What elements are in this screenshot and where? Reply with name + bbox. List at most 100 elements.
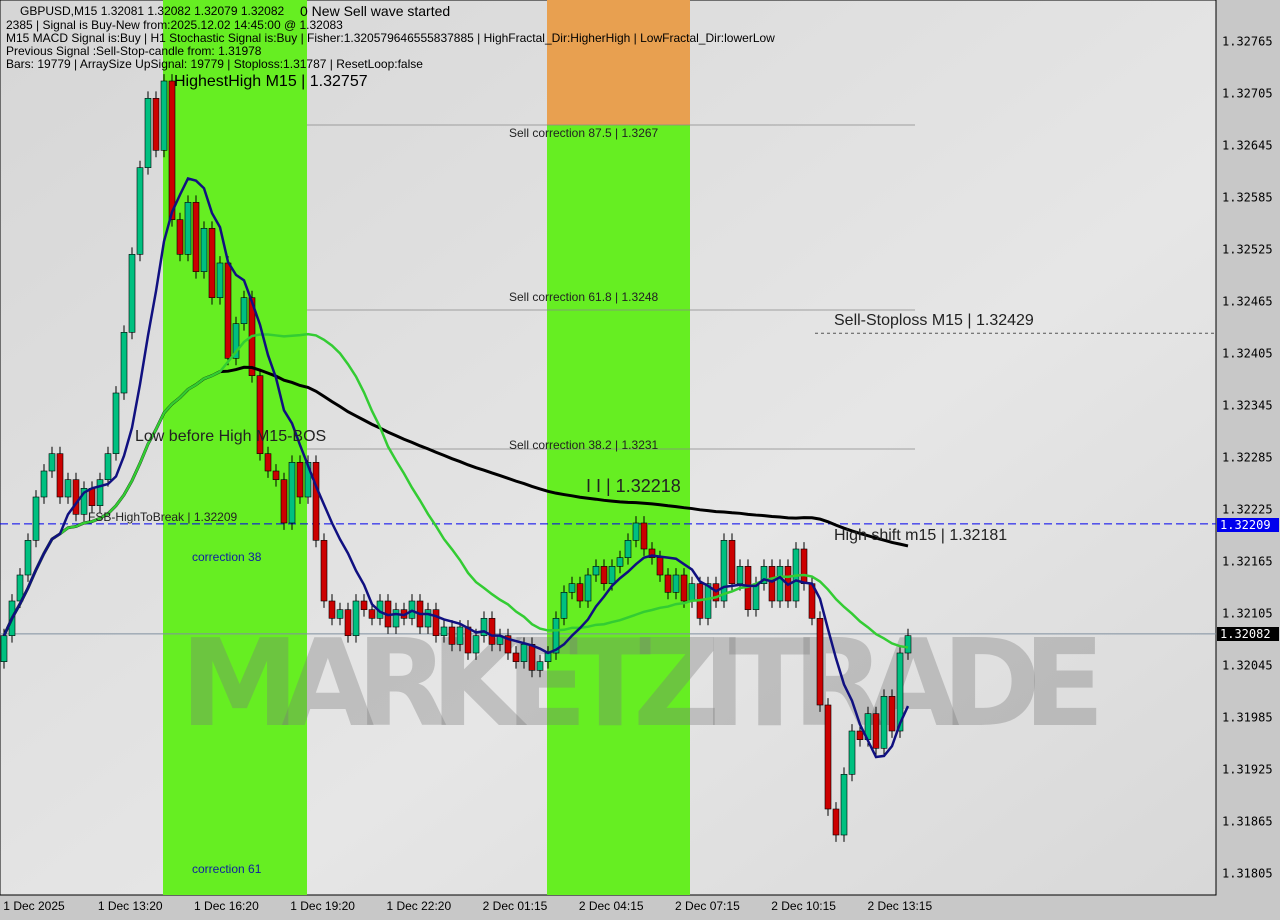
candle-body: [632, 522, 640, 541]
candle-body: [520, 644, 528, 662]
candle-body: [456, 626, 464, 645]
candle-body: [624, 540, 632, 558]
fsb-label: FSB-HighToBreak | 1.32209: [88, 510, 238, 524]
candle-body: [648, 548, 656, 558]
candle-body: [96, 479, 104, 506]
y-tick-label: 1.32525: [1222, 242, 1273, 257]
candle-body: [24, 540, 32, 576]
correction-61-label: correction 61: [192, 862, 262, 876]
watermark-logo: MARKETZITRADE: [180, 615, 1105, 754]
candle-body: [240, 297, 248, 324]
symbol-ohlc: GBPUSD,M15 1.32081 1.32082 1.32079 1.320…: [20, 4, 285, 18]
x-tick-label: 2 Dec 04:15: [578, 899, 644, 913]
candle-body: [312, 462, 320, 541]
y-tick-label: 1.32465: [1222, 294, 1273, 309]
candle-body: [512, 652, 520, 662]
candle-body: [568, 583, 576, 593]
candle-body: [360, 600, 368, 610]
candle-body: [672, 574, 680, 593]
candle-body: [888, 696, 896, 732]
y-tick-label: 1.32225: [1222, 502, 1273, 517]
candle-body: [32, 496, 40, 541]
x-tick-label: 1 Dec 22:20: [386, 899, 452, 913]
candle-body: [200, 228, 208, 272]
y-tick-label: 1.32705: [1222, 86, 1273, 101]
candle-body: [368, 609, 376, 619]
previous-signal-text: Previous Signal :Sell-Stop-candle from: …: [6, 44, 262, 58]
candle-body: [584, 574, 592, 602]
y-tick-label: 1.32585: [1222, 190, 1273, 205]
candle-body: [296, 462, 304, 498]
candle-body: [288, 462, 296, 524]
candle-body: [256, 375, 264, 454]
sell-stoploss-label: Sell-Stoploss M15 | 1.32429: [834, 312, 1034, 329]
candle-body: [608, 566, 616, 584]
candle-body: [616, 557, 624, 567]
candle-body: [880, 696, 888, 749]
candle-body: [840, 774, 848, 836]
candle-body: [136, 167, 144, 255]
candle-body: [112, 392, 120, 454]
candle-body: [800, 548, 808, 584]
candle-body: [896, 652, 904, 732]
y-tick-label: 1.32645: [1222, 138, 1273, 153]
wave-status: 0 New Sell wave started: [300, 3, 451, 19]
candle-body: [664, 574, 672, 593]
candle-body: [504, 635, 512, 654]
candle-body: [216, 262, 224, 298]
y-tick-label: 1.31985: [1222, 710, 1273, 725]
candle-body: [64, 479, 72, 498]
low-before-high-label: Low before High M15-BOS: [135, 428, 327, 445]
candle-body: [448, 626, 456, 645]
candle-body: [264, 453, 272, 472]
candle-body: [352, 600, 360, 636]
high-shift-label: High shift m15 | 1.32181: [834, 527, 1008, 544]
candle-body: [120, 332, 128, 394]
sell-correction-87: Sell correction 87.5 | 1.3267: [509, 126, 659, 140]
sell-correction-61: Sell correction 61.8 | 1.3248: [509, 290, 659, 304]
candle-body: [832, 808, 840, 836]
candle-body: [464, 626, 472, 654]
candle-body: [904, 635, 912, 654]
candle-body: [80, 488, 88, 515]
candle-body: [480, 618, 488, 636]
candle-body: [344, 609, 352, 636]
y-tick-label: 1.32165: [1222, 554, 1273, 569]
highest-high-label: HighestHigh M15 | 1.32757: [174, 73, 368, 90]
candle-body: [592, 566, 600, 576]
green-zone: [547, 125, 690, 895]
candle-body: [88, 488, 96, 506]
candle-body: [392, 609, 400, 628]
candle-body: [184, 202, 192, 255]
y-tick-label: 1.32345: [1222, 398, 1273, 413]
candle-body: [552, 618, 560, 654]
green-zone: [163, 0, 307, 895]
candle-body: [848, 730, 856, 775]
candle-body: [472, 635, 480, 654]
x-tick-label: 1 Dec 16:20: [194, 899, 259, 913]
candle-body: [320, 540, 328, 602]
ma-mid-line: [2, 332, 909, 649]
candle-body: [816, 618, 824, 706]
candle-body: [280, 479, 288, 524]
candle-body: [208, 228, 216, 298]
signal-text: 2385 | Signal is Buy-New from:2025.12.02…: [6, 18, 343, 32]
candle-body: [752, 583, 760, 610]
candle-body: [192, 202, 200, 272]
x-tick-label: 2 Dec 13:15: [867, 899, 933, 913]
candle-body: [720, 540, 728, 602]
candle-body: [536, 661, 544, 671]
y-tick-label: 1.31925: [1222, 762, 1273, 777]
x-tick-label: 2 Dec 01:15: [482, 899, 548, 913]
x-tick-label: 1 Dec 19:20: [290, 899, 355, 913]
candle-body: [560, 592, 568, 619]
candle-body: [872, 713, 880, 749]
candle-body: [528, 644, 536, 671]
y-tick-label: 1.32765: [1222, 34, 1273, 49]
candle-body: [176, 219, 184, 255]
candle-body: [328, 600, 336, 619]
candle-body: [336, 609, 344, 619]
candle-body: [440, 626, 448, 636]
